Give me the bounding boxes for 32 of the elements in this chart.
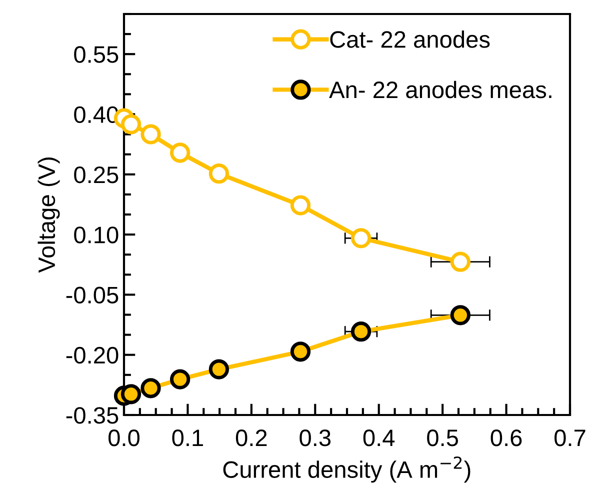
- point: [140, 124, 161, 144]
- point: [120, 114, 142, 134]
- point: [140, 378, 161, 398]
- x-tick-label: 0.0: [108, 430, 140, 446]
- point: [170, 369, 190, 390]
- y-tick-label: -0.20: [66, 346, 118, 364]
- y-tick-label: 0.55: [74, 46, 118, 63]
- x-tick-label: 0.7: [554, 430, 586, 446]
- point: [208, 164, 230, 184]
- x-tick-label: 0.3: [300, 430, 331, 446]
- legend-label: An- 22 anodes meas.: [329, 80, 552, 98]
- point: [450, 305, 470, 326]
- y-tick-label: -0.35: [66, 407, 118, 424]
- y-tick-label: 0.10: [74, 226, 118, 244]
- x-tick-label: 0.1: [172, 430, 203, 446]
- point: [350, 322, 372, 342]
- point: [450, 252, 470, 272]
- y-axis-title: Voltage (V): [38, 158, 60, 273]
- point: [290, 195, 311, 216]
- x-tick-label: 0.5: [427, 430, 458, 446]
- point: [290, 342, 311, 362]
- point: [120, 384, 142, 404]
- point: [170, 142, 190, 163]
- point: [208, 359, 230, 380]
- x-tick-label: 0.6: [490, 430, 522, 446]
- x-tick-label: 0.2: [236, 430, 267, 446]
- y-tick-label: -0.05: [66, 286, 118, 304]
- y-tick-label: 0.25: [74, 166, 118, 184]
- x-axis-title: Current density (A m$^{−2}$): [223, 456, 470, 483]
- x-tick-label: 0.4: [363, 430, 395, 446]
- point: [350, 228, 372, 248]
- legend-label: Cat- 22 anodes: [330, 30, 490, 48]
